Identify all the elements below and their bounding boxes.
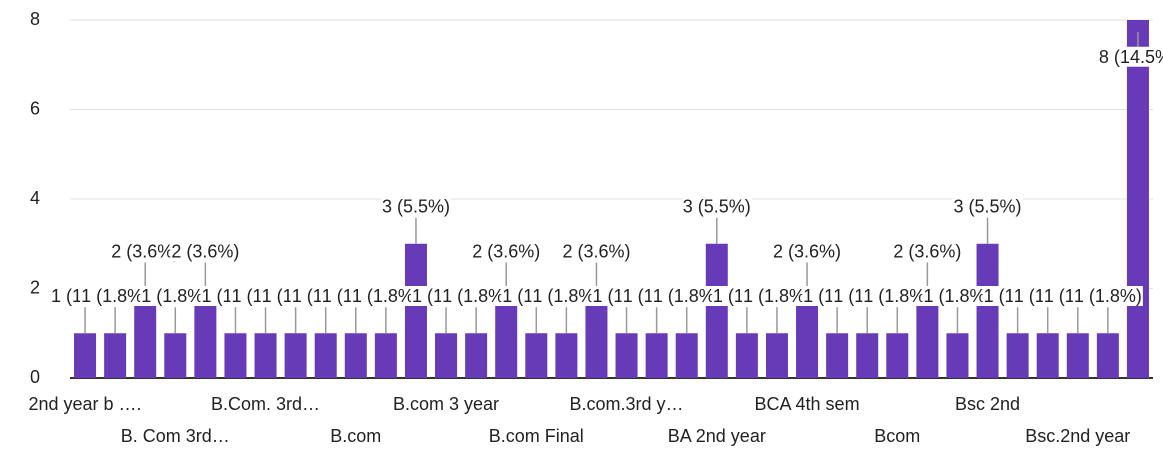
y-tick-label: 6 [30, 98, 40, 118]
bar [1036, 333, 1059, 378]
bar [344, 333, 367, 378]
bar [765, 333, 788, 378]
data-label: 3 (5.5%) [382, 197, 450, 217]
bar [916, 288, 939, 378]
y-tick-label: 8 [30, 9, 40, 29]
data-label: 1 (1.8%) [743, 286, 811, 306]
data-label-bg [350, 286, 421, 306]
data-label: 1 (1.8%) [863, 286, 931, 306]
data-label: 2 (3.6%) [111, 241, 179, 261]
x-tick-label: Bsc 2nd [955, 394, 1020, 414]
data-label-bg [471, 241, 542, 262]
data-label: 3 (5.5%) [683, 197, 751, 217]
x-tick-label: 2nd year b …. [29, 394, 142, 414]
bar [1096, 333, 1119, 378]
bar [826, 333, 849, 378]
x-tick-label: B.com 3 year [393, 394, 499, 414]
data-label: 1 (1.8%) [141, 286, 209, 306]
data-label-bg [651, 286, 722, 306]
data-label-bg [561, 241, 632, 262]
bar [74, 333, 97, 378]
bar [735, 333, 758, 378]
bar [254, 333, 277, 378]
x-tick-label: B.Com. 3rd… [211, 394, 320, 414]
x-tick-label: B. Com 3rd… [121, 426, 230, 446]
bar [615, 333, 638, 378]
bar [705, 243, 728, 378]
y-tick-label: 0 [30, 367, 40, 387]
bar [314, 333, 337, 378]
data-label-bg [441, 286, 512, 306]
bar [1006, 333, 1029, 378]
y-tick-label: 2 [30, 277, 40, 297]
data-label: 1 (1.8%) [653, 286, 721, 306]
x-tick-label: BCA 4th sem [755, 394, 860, 414]
bar [525, 333, 548, 378]
data-label-bg [922, 286, 993, 306]
bar [886, 333, 909, 378]
y-tick-label: 4 [30, 188, 40, 208]
bar [946, 333, 969, 378]
data-label: 8 (14.5%) [1099, 47, 1163, 67]
bar [435, 333, 458, 378]
bar [675, 333, 698, 378]
x-tick-label: B.com Final [489, 426, 584, 446]
data-label: 1 (1.8%) [923, 286, 991, 306]
bar [104, 333, 127, 378]
x-tick-label: B.com.3rd y… [570, 394, 684, 414]
data-label-bg [531, 286, 602, 306]
bar [224, 333, 247, 378]
bar [134, 288, 157, 378]
data-label: 1 (1.8%) [352, 286, 420, 306]
data-label: 1 (1.8%) [1074, 286, 1142, 306]
data-label-bg [380, 196, 451, 217]
data-label-bg [741, 286, 812, 306]
bar [495, 288, 518, 378]
data-label: 3 (5.5%) [954, 197, 1022, 217]
data-label-bg [772, 241, 843, 262]
data-label-bg [892, 241, 963, 262]
data-label: 2 (3.6%) [171, 241, 239, 261]
data-label-bg [110, 241, 181, 262]
bar [465, 333, 488, 378]
bar [194, 288, 217, 378]
data-label-bg [681, 196, 752, 217]
data-label-bg [170, 241, 241, 262]
bar [796, 288, 819, 378]
data-label: 2 (3.6%) [773, 241, 841, 261]
data-label: 2 (3.6%) [472, 241, 540, 261]
bar [374, 333, 397, 378]
bar [1126, 20, 1149, 378]
data-label: 1 (1.8%) [81, 286, 149, 306]
data-label-bg [952, 196, 1023, 217]
data-label-bg [80, 286, 151, 306]
x-tick-label: BA 2nd year [668, 426, 766, 446]
bar [856, 333, 879, 378]
data-label-bg [1097, 46, 1163, 67]
data-label: 2 (3.6%) [562, 241, 630, 261]
data-label: 2 (3.6%) [893, 241, 961, 261]
bar [976, 243, 999, 378]
bar [1066, 333, 1089, 378]
data-label-bg [862, 286, 933, 306]
data-label-bg [140, 286, 211, 306]
bar [645, 333, 668, 378]
x-tick-label: Bcom [874, 426, 920, 446]
bar [404, 243, 427, 378]
x-tick-label: B.com [330, 426, 381, 446]
bar [284, 333, 307, 378]
data-label: 1 (1.8%) [532, 286, 600, 306]
x-tick-label: Bsc.2nd year [1025, 426, 1130, 446]
data-label: 1 (1.8%) [442, 286, 510, 306]
data-label-bg [1072, 286, 1143, 306]
bar [585, 288, 608, 378]
bar [555, 333, 578, 378]
bar [164, 333, 187, 378]
